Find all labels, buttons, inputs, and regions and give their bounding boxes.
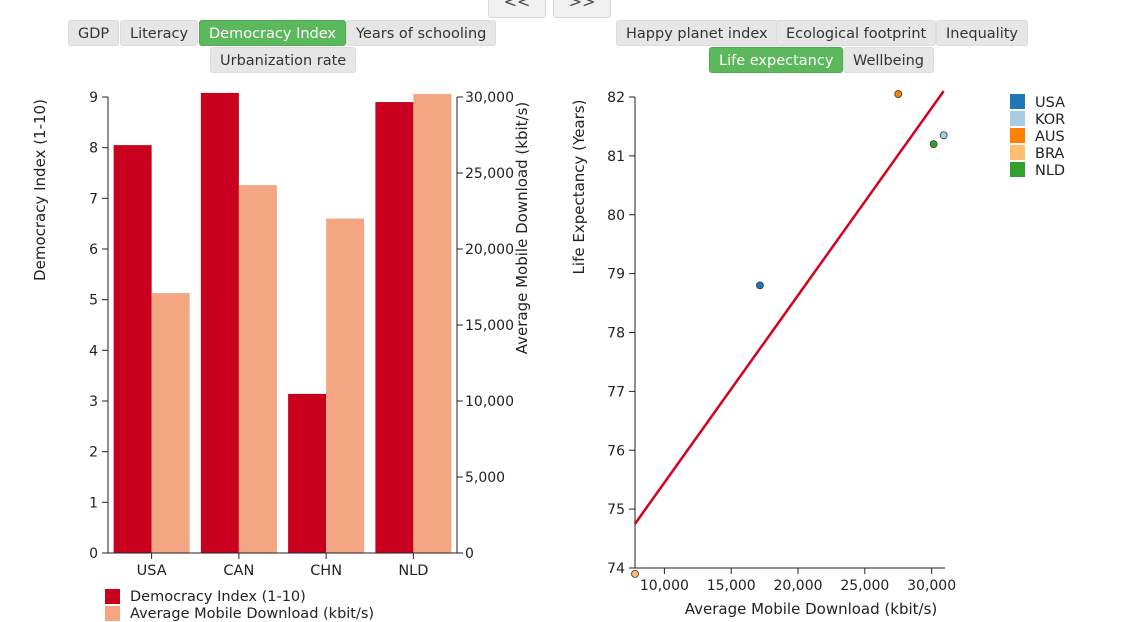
left-y-tick-label: 6 (89, 242, 98, 258)
trend-line-path (633, 90, 945, 525)
scatter-y-axis-title: Life Expectancy (Years) (570, 100, 588, 275)
left-y-tick-label: 3 (89, 394, 98, 410)
bar-download-usa (151, 293, 190, 553)
scatter-x-tick-label: 15,000 (707, 578, 756, 594)
left-y-tick-label: 9 (89, 90, 98, 106)
scatter-y-tick-label: 74 (607, 561, 625, 577)
x-tick-label-chn: CHN (310, 563, 342, 579)
bar-download-chn (326, 218, 365, 553)
x-tick-label-usa: USA (137, 563, 167, 579)
scatter-x-axis-title: Average Mobile Download (kbit/s) (685, 600, 938, 618)
point-aus (894, 90, 903, 98)
bar-download-can (238, 185, 277, 553)
scatter-y-tick-label: 78 (607, 326, 625, 342)
right-y-tick-label: 30,000 (465, 90, 514, 106)
scatter-y-tick-label: 75 (607, 502, 625, 518)
tab-happy-planet-index[interactable]: Happy planet index (616, 20, 778, 46)
scatter-y-tick-label: 76 (607, 443, 625, 459)
legend-swatch-bra (1010, 145, 1025, 160)
tab-life-expectancy[interactable]: Life expectancy (709, 47, 844, 73)
bars (113, 92, 452, 554)
legend-swatch-usa (1010, 94, 1025, 109)
left-y-axis-title: Democracy Index (1-10) (31, 99, 49, 281)
tab-wellbeing[interactable]: Wellbeing (843, 47, 935, 73)
tab-democracy-index[interactable]: Democracy Index (199, 20, 346, 46)
legend-swatch-kor (1010, 111, 1025, 126)
next-button[interactable]: >> (553, 0, 611, 18)
x-tick-label-nld: NLD (398, 563, 428, 579)
scatter-x-tick-label: 10,000 (640, 578, 689, 594)
scatter-x-tick-label: 25,000 (840, 578, 889, 594)
scatter-x-tick-label: 30,000 (907, 578, 956, 594)
scatter-x-tick-label: 20,000 (774, 578, 823, 594)
legend-swatch-nld (1010, 162, 1025, 177)
right-y-axis-title: Average Mobile Download (kbit/s) (513, 102, 531, 355)
bar-democracy-chn (288, 393, 327, 553)
legend-label-democracy: Democracy Index (1-10) (130, 589, 306, 605)
point-usa (756, 281, 764, 290)
point-nld (929, 140, 938, 149)
legend-swatch-democracy (105, 589, 120, 604)
left-y-tick-label: 7 (89, 191, 98, 207)
tab-literacy[interactable]: Literacy (120, 20, 199, 46)
bar-download-nld (413, 93, 452, 554)
left-y-tick-label: 1 (89, 495, 98, 511)
scatter-y-tick-label: 80 (607, 208, 625, 224)
scatter-chart: 74 75 76 77 78 79 80 81 82 10,000 15,000 20,000 25,… (570, 90, 1065, 618)
prev-button[interactable]: << (488, 0, 546, 18)
right-y-tick-label: 25,000 (465, 166, 514, 182)
bar-democracy-can (200, 92, 239, 554)
left-y-tick-label: 5 (89, 293, 98, 309)
bar-chart: 0 1 2 3 4 5 6 7 8 9 0 5,000 10,000 15,000 20,000 25,00… (31, 90, 531, 622)
scatter-y-tick-label: 77 (607, 384, 625, 400)
x-tick-label-can: CAN (223, 563, 254, 579)
right-y-tick-label: 20,000 (465, 242, 514, 258)
tab-gdp[interactable]: GDP (68, 20, 120, 46)
tab-urbanization-rate[interactable]: Urbanization rate (210, 47, 357, 73)
left-y-tick-label: 8 (89, 141, 98, 157)
tab-years-of-schooling[interactable]: Years of schooling (346, 20, 497, 46)
right-y-tick-label: 15,000 (465, 318, 514, 334)
tab-inequality[interactable]: Inequality (936, 20, 1028, 46)
scatter-y-tick-label: 79 (607, 267, 625, 283)
right-y-tick-label: 5,000 (465, 470, 505, 486)
legend-swatch-aus (1010, 128, 1025, 143)
scatter-y-tick-label: 81 (607, 149, 625, 165)
x-axis: USA CAN CHN NLD (108, 552, 457, 579)
bar-democracy-usa (113, 145, 152, 553)
legend-label-usa: USA (1035, 95, 1065, 111)
point-bra (631, 569, 639, 578)
left-y-tick-label: 2 (89, 445, 98, 461)
legend-label-download: Average Mobile Download (kbit/s) (130, 606, 374, 622)
scatter-y-axis: 74 75 76 77 78 79 80 81 82 (607, 90, 636, 577)
bar-legend: Democracy Index (1-10) Average Mobile Do… (105, 589, 374, 622)
legend-label-nld: NLD (1035, 163, 1065, 179)
tab-ecological-footprint[interactable]: Ecological footprint (776, 20, 937, 46)
left-y-tick-label: 0 (89, 546, 98, 562)
right-y-tick-label: 0 (465, 546, 474, 562)
legend-label-bra: BRA (1035, 146, 1064, 162)
right-y-tick-label: 10,000 (465, 394, 514, 410)
legend-label-kor: KOR (1035, 112, 1065, 128)
scatter-points (631, 90, 948, 578)
bar-democracy-nld (375, 102, 414, 554)
left-y-tick-label: 4 (89, 343, 98, 359)
scatter-y-tick-label: 82 (607, 90, 625, 106)
legend-label-aus: AUS (1035, 129, 1065, 145)
legend-swatch-download (105, 606, 120, 621)
trend-line (633, 90, 945, 525)
scatter-x-axis: 10,000 15,000 20,000 25,000 30,000 (635, 567, 956, 594)
left-y-axis: 0 1 2 3 4 5 6 7 8 9 (89, 90, 109, 562)
right-y-axis: 0 5,000 10,000 15,000 20,000 25,000 30,000 (456, 90, 514, 562)
point-kor (939, 131, 948, 140)
